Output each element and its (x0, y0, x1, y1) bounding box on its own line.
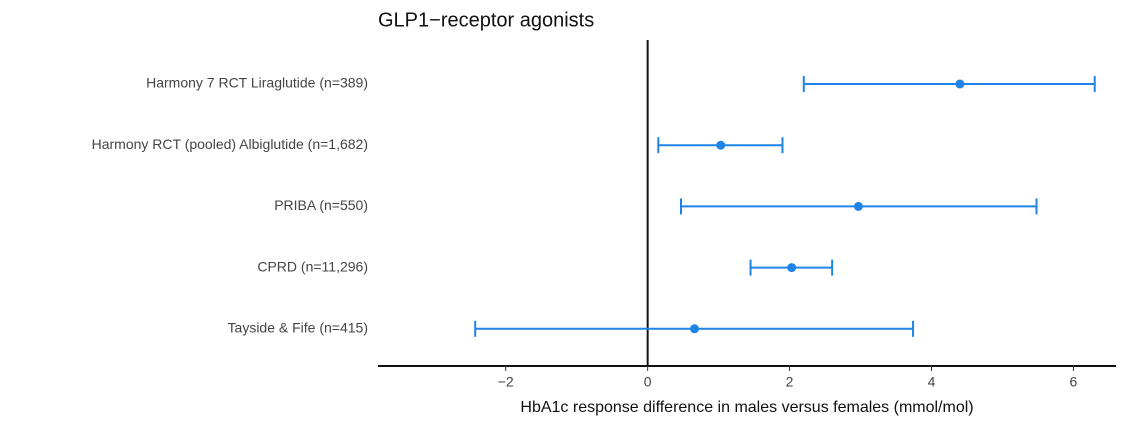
y-tick-label: Tayside & Fife (n=415) (228, 320, 368, 336)
x-tick-label: 0 (644, 374, 652, 390)
y-tick-label: CPRD (n=11,296) (257, 258, 368, 274)
x-axis-label: HbA1c response difference in males versu… (520, 399, 973, 416)
point (787, 263, 797, 273)
x-tick-label: 6 (1070, 374, 1078, 390)
x-tick-label: −2 (498, 374, 514, 390)
chart-title: GLP1−receptor agonists (378, 9, 594, 31)
y-tick-label: Harmony 7 RCT Liraglutide (n=389) (146, 75, 368, 91)
y-tick-label: Harmony RCT (pooled) Albiglutide (n=1,68… (92, 136, 368, 152)
point (716, 140, 726, 150)
x-tick-label: 4 (928, 374, 936, 390)
point (689, 324, 699, 334)
point (955, 79, 965, 89)
x-tick-label: 2 (786, 374, 794, 390)
y-tick-label: PRIBA (n=550) (274, 197, 368, 213)
point (853, 201, 863, 211)
